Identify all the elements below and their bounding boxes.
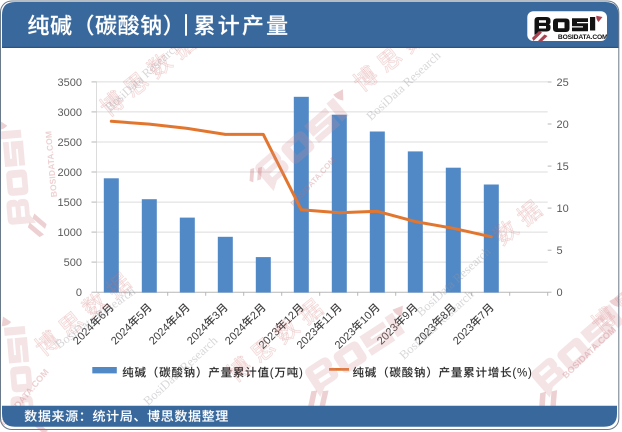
svg-text:15: 15 bbox=[557, 161, 569, 173]
svg-text:3500: 3500 bbox=[58, 77, 82, 89]
svg-text:5: 5 bbox=[557, 245, 563, 257]
svg-text:BOSIDATA.COM: BOSIDATA.COM bbox=[558, 34, 608, 41]
svg-text:2000: 2000 bbox=[58, 167, 82, 179]
svg-text:500: 500 bbox=[64, 257, 82, 269]
svg-text:10: 10 bbox=[557, 203, 569, 215]
svg-text:1500: 1500 bbox=[58, 197, 82, 209]
svg-text:0: 0 bbox=[557, 287, 563, 299]
svg-text:(%): (%) bbox=[512, 368, 532, 380]
svg-text:3000: 3000 bbox=[58, 107, 82, 119]
svg-text:20: 20 bbox=[557, 119, 569, 131]
svg-text:2500: 2500 bbox=[58, 137, 82, 149]
svg-text:(: ( bbox=[270, 368, 275, 380]
svg-text:1000: 1000 bbox=[58, 227, 82, 239]
svg-text:25: 25 bbox=[557, 77, 569, 89]
svg-text:): ) bbox=[299, 368, 304, 380]
svg-text:0: 0 bbox=[76, 287, 82, 299]
